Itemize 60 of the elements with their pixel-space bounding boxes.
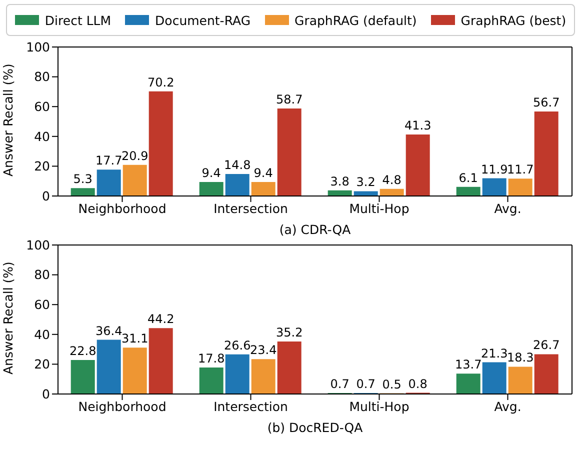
data-label: 3.8	[330, 174, 350, 188]
x-tick-label: Intersection	[214, 200, 288, 216]
legend-label: GraphRAG (default)	[294, 12, 417, 28]
data-label: 41.3	[404, 118, 432, 132]
data-label: 26.6	[224, 338, 251, 352]
y-tick-label: 0	[42, 386, 50, 402]
data-label: 31.1	[121, 332, 148, 346]
data-label: 0.8	[408, 376, 428, 391]
y-tick-label: 60	[34, 297, 50, 312]
y-tick-label: 40	[34, 128, 50, 144]
x-tick-label: Avg.	[494, 398, 522, 414]
data-label: 22.8	[69, 344, 96, 358]
y-tick-label: 20	[34, 356, 50, 372]
data-label: 70.2	[147, 75, 174, 90]
legend-label: Document-RAG	[155, 12, 251, 28]
data-label: 9.4	[202, 166, 221, 180]
data-label: 26.7	[532, 338, 560, 352]
data-label: 11.7	[506, 162, 534, 177]
y-axis-title: Answer Recall (%)	[0, 262, 16, 374]
y-tick-label: 60	[34, 99, 50, 114]
legend-label: GraphRAG (best)	[460, 12, 566, 28]
x-tick-label: Multi-Hop	[349, 398, 410, 414]
data-label: 0.7	[330, 376, 350, 391]
data-label: 56.7	[532, 96, 560, 110]
data-label: 4.8	[382, 172, 402, 187]
x-tick-label: Intersection	[214, 398, 288, 414]
data-label: 9.4	[254, 166, 273, 180]
data-label: 21.3	[480, 346, 508, 360]
data-label: 3.2	[356, 175, 376, 190]
data-label: 18.3	[506, 350, 534, 365]
legend-label: Direct LLM	[44, 12, 112, 28]
data-label: 23.4	[250, 343, 277, 358]
data-label: 13.7	[454, 358, 482, 372]
y-tick-label: 20	[34, 158, 50, 174]
data-label: 0.7	[356, 376, 376, 391]
y-tick-label: 40	[34, 326, 50, 342]
x-axis-title: (a) CDR-QA	[279, 222, 352, 237]
data-label: 20.9	[121, 148, 148, 163]
x-tick-label: Neighborhood	[78, 398, 166, 414]
data-label: 36.4	[95, 324, 122, 338]
y-tick-label: 0	[42, 188, 50, 204]
data-label: 17.7	[95, 154, 122, 168]
x-axis-title: (b) DocRED-QA	[267, 420, 364, 435]
x-tick-label: Multi-Hop	[349, 200, 410, 216]
x-tick-label: Neighborhood	[78, 200, 166, 216]
y-axis-title: Answer Recall (%)	[0, 64, 16, 176]
data-label: 35.2	[276, 326, 303, 340]
y-tick-label: 100	[26, 237, 50, 252]
data-label: 58.7	[276, 92, 303, 107]
x-tick-label: Avg.	[494, 200, 522, 216]
y-tick-label: 100	[26, 39, 50, 54]
data-label: 5.3	[73, 172, 92, 186]
data-label: 0.5	[382, 377, 402, 392]
data-label: 44.2	[147, 312, 174, 326]
y-tick-label: 80	[34, 267, 50, 282]
y-tick-label: 80	[34, 69, 50, 84]
data-label: 11.9	[480, 162, 508, 176]
data-label: 17.8	[198, 351, 225, 366]
data-label: 14.8	[224, 158, 251, 172]
data-label: 6.1	[458, 170, 478, 185]
